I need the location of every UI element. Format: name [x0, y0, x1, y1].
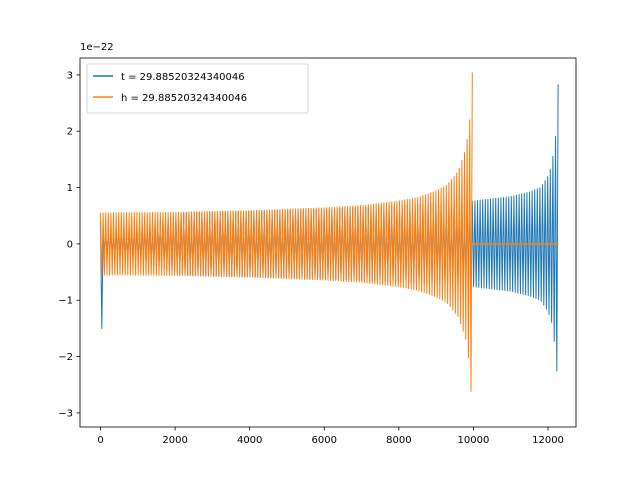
ticks-layer: 0 2000 4000 6000 8000 10000 12000 −3 −2 −1 0 1 2 3: [58, 70, 564, 446]
x-tick-label: 0: [97, 435, 103, 446]
x-tick-label: 2000: [162, 435, 187, 446]
y-tick-label: −3: [58, 408, 73, 419]
legend-box: [86, 63, 309, 114]
axes-frame: [79, 57, 577, 428]
y-tick-label: 0: [67, 239, 73, 250]
y-tick-label: 3: [67, 70, 73, 81]
x-tick-label: 8000: [386, 435, 411, 446]
series-layer: [100, 72, 559, 392]
y-tick-label: −1: [58, 296, 73, 307]
x-tick-label: 6000: [312, 435, 337, 446]
x-tick-label: 12000: [532, 435, 564, 446]
y-offset-label: 1e−22: [80, 42, 114, 53]
legend-label-h: h = 29.88520324340046: [121, 93, 247, 104]
y-tick-label: 2: [67, 127, 73, 138]
y-tick-label: −2: [58, 352, 73, 363]
y-tick-label: 1: [67, 183, 73, 194]
legend: t = 29.88520324340046 h = 29.88520324340…: [86, 63, 309, 114]
x-tick-label: 10000: [458, 435, 490, 446]
x-tick-label: 4000: [237, 435, 262, 446]
series-line-1: [100, 72, 473, 392]
legend-label-t: t = 29.88520324340046: [121, 72, 245, 83]
